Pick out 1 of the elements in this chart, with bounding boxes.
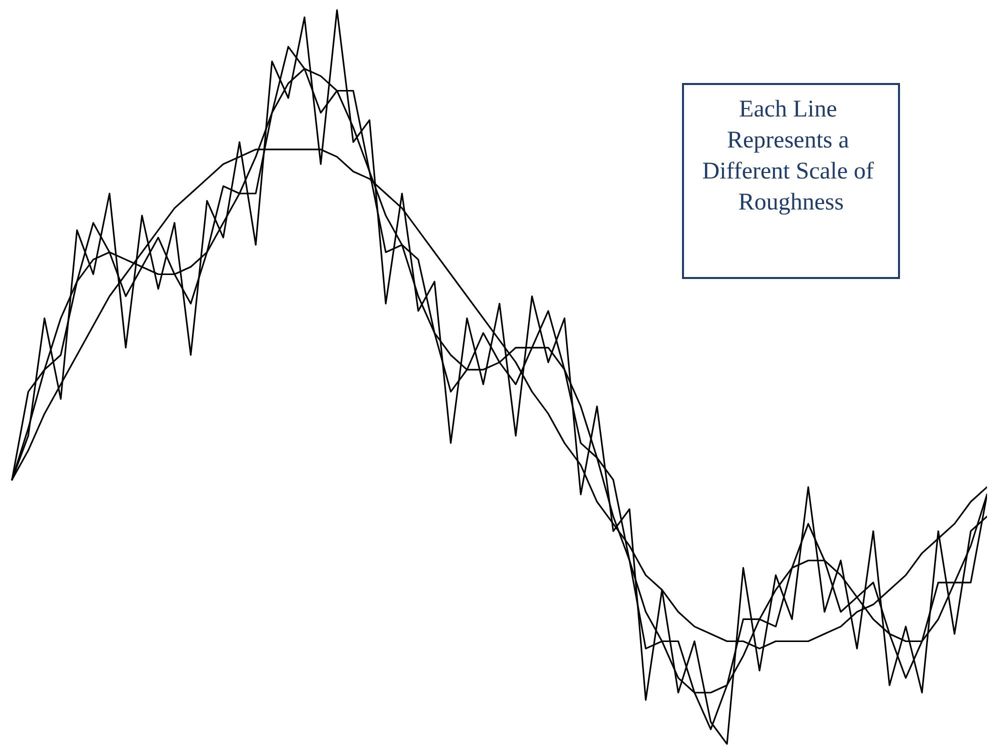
annotation: Each Line Represents a Different Scale of Roughness — [702, 96, 880, 216]
